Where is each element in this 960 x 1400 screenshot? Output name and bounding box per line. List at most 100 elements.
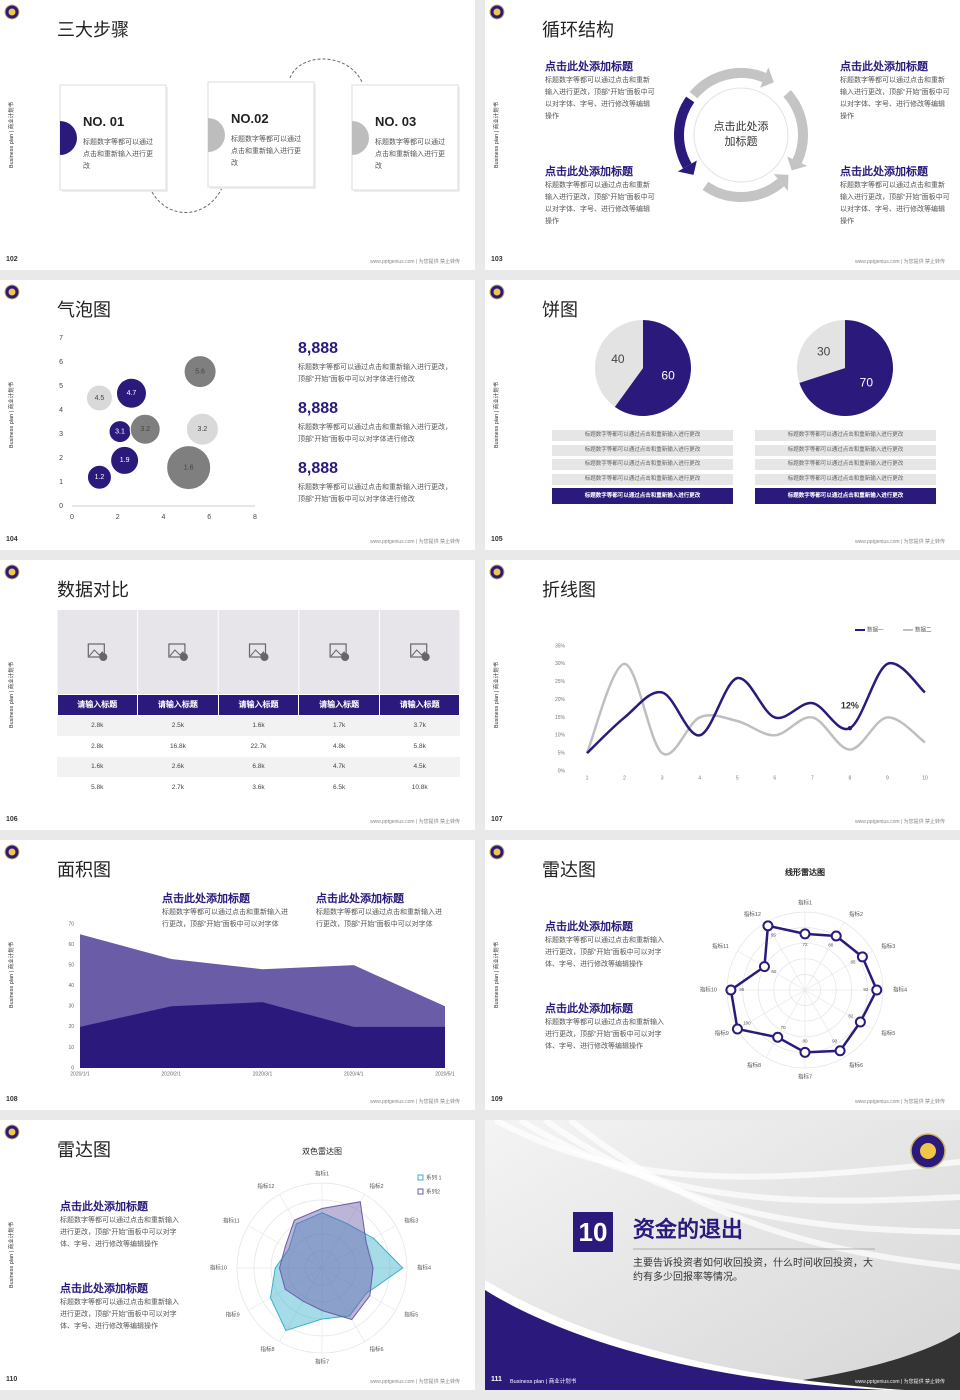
stat-value: 8,888 [298, 400, 339, 417]
radar-axis-label: 指标6 [370, 1345, 384, 1353]
side-label: Business plan | 商业计划书 [9, 381, 15, 449]
stat-text: 标题数字等都可以通过点击和重新输入进行更改，顶部“开始”面板中可以对字体进行修改 [298, 484, 452, 503]
cycle-arrow-head [677, 160, 697, 175]
slide-title: 雷达图 [57, 1140, 111, 1160]
data-label: 92 [863, 987, 869, 992]
slide: 指标1 指标2 指标3 指标4 指标5 指标6 指标7 指标8 指标9 指标10 指标11 指标12 线… [485, 840, 960, 1110]
logo-center [8, 288, 16, 296]
radar-axis-label: 指标8 [260, 1345, 274, 1353]
table-header: 请输入标题 [299, 695, 379, 715]
block-heading: 点击此处添加标题 [545, 166, 633, 178]
cycle-arrow-head [760, 67, 774, 88]
table-header: 请输入标题 [57, 695, 138, 715]
x-tick-label: 0 [70, 514, 74, 521]
image-icon [99, 653, 108, 661]
stat-text: 标题数字等都可以通过点击和重新输入进行更改，顶部“开始”面板中可以对字体进行修改 [298, 364, 452, 383]
table-header: 请输入标题 [379, 695, 460, 715]
slide-graphics [4, 4, 460, 213]
radar-point [731, 1023, 743, 1035]
step-label: NO.02 [231, 111, 269, 126]
cycle-arrow [702, 178, 785, 202]
y-tick-label: 15% [555, 715, 566, 721]
data-label: 100 [743, 1021, 751, 1026]
side-label: Business plan | 商业计划书 [510, 1379, 577, 1385]
radar-point [799, 928, 811, 940]
slide: 0% 5% 10% 15% 20% 25% 30% 35% 1 2 3 4 5 6 7 8 9 10 12% 数据一 数… [485, 560, 960, 830]
cycle-arrow [783, 90, 808, 164]
y-tick-label: 7 [59, 335, 63, 342]
slide-graphics [485, 1120, 960, 1390]
image-placeholder [57, 610, 138, 694]
legend-label: 系列2 [426, 1187, 440, 1195]
page-number: 102 [6, 256, 18, 263]
radar-point [871, 984, 883, 996]
logo-center [8, 1128, 16, 1136]
decor-curve [568, 1120, 960, 1270]
list-item: 标题数字等都可以通过点击和重新输入进行更改 [552, 488, 733, 504]
pie-slice [595, 320, 643, 407]
radar-spoke [321, 1225, 396, 1269]
page-number: 105 [491, 536, 503, 543]
bubble-label: 4.7 [127, 390, 137, 397]
page-number: 111 [491, 1376, 502, 1383]
table-cell: 2.8k [57, 716, 138, 736]
logo-center [8, 848, 16, 856]
logo-center [493, 8, 501, 16]
y-tick-label: 10 [68, 1045, 74, 1051]
cycle-center-text: 点击此处添加标题 [713, 121, 769, 148]
block-heading: 点击此处添加标题 [545, 61, 633, 73]
block-heading: 点击此处添加标题 [545, 921, 633, 933]
slide-title: 循环结构 [542, 20, 614, 40]
data-label: 90 [832, 1039, 838, 1044]
block-text: 标题数字等都可以通过点击和重新输入进行更改，顶部“开始”面板中可以对字体、字号、… [60, 1299, 179, 1330]
cycle-arrow-head [787, 156, 808, 171]
x-tick-label: 2020/2/1 [162, 1071, 182, 1077]
y-tick-label: 4 [59, 407, 63, 414]
block-text: 标题数字等都可以通过点击和重新输入进行更改，顶部“开始”面板中可以对字体、字号、… [545, 937, 664, 968]
radar-axis-label: 指标9 [715, 1029, 729, 1037]
stat-value: 8,888 [298, 460, 339, 477]
step-box [59, 84, 167, 191]
data-label: 12% [841, 701, 859, 711]
x-tick-label: 2020/1/1 [70, 1071, 90, 1077]
y-tick-label: 40 [68, 983, 74, 989]
x-tick-label: 2020/5/1 [435, 1071, 455, 1077]
slide-title: 折线图 [542, 580, 596, 600]
legend-swatch [417, 1174, 424, 1181]
image-icon [248, 643, 267, 658]
image-placeholder [379, 610, 460, 694]
radar-axis-label: 指标5 [881, 1029, 895, 1037]
radar-point [772, 1031, 784, 1043]
image-icon [168, 643, 186, 658]
list-item: 标题数字等都可以通过点击和重新输入进行更改 [755, 473, 936, 485]
x-tick-label: 4 [162, 514, 166, 521]
y-tick-label: 3 [59, 431, 63, 438]
image-icon [421, 653, 430, 661]
data-label: 80 [828, 943, 834, 948]
table-cell: 3.6k [218, 777, 299, 798]
stat-value: 8,888 [298, 340, 339, 357]
bubble-label: 1.6 [184, 464, 194, 471]
legend-swatch [417, 1188, 424, 1195]
y-tick-label: 25% [555, 679, 566, 685]
data-label: 95 [771, 932, 777, 937]
pie-label: 40 [611, 352, 625, 366]
x-tick-label: 2020/4/1 [344, 1071, 364, 1077]
radar-point [834, 1045, 846, 1057]
radar-axis-label: 指标1 [798, 898, 812, 906]
data-label: 95 [739, 987, 745, 992]
radar-spoke [279, 1267, 323, 1342]
decor-curve [518, 1120, 960, 1204]
side-label: Business plan | 商业计划书 [494, 381, 500, 449]
y-tick-label: 0 [71, 1065, 74, 1071]
connector [289, 58, 363, 83]
slide-title: 气泡图 [57, 300, 111, 320]
side-label: Business plan | 商业计划书 [494, 941, 500, 1009]
slide: 数据对比 Business plan | 商业计划书 106 www.pptgeniu… [0, 560, 475, 830]
footer: www.pptgenius.com | 为您提供 禁止转传 [855, 819, 945, 825]
pie-slice [797, 320, 845, 383]
data-label: 80 [802, 1039, 808, 1044]
radar-point [830, 930, 842, 942]
y-tick-label: 0 [59, 503, 63, 510]
table-header: 请输入标题 [138, 695, 218, 715]
